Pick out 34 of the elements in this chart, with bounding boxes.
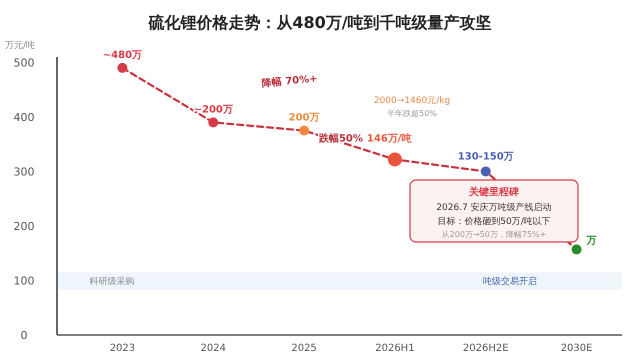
x-tick-label: 2024: [200, 343, 226, 354]
annotation: 吨级交易开启: [483, 276, 537, 288]
point: [117, 62, 128, 73]
annotation: 目标：价格砸到50万/吨以下: [437, 216, 551, 227]
annotation: 科研级采购: [90, 276, 134, 288]
y-tick-label: 500: [14, 56, 34, 70]
x-tick-label: 2026H1: [375, 343, 415, 354]
y-tick-label: 400: [14, 110, 34, 124]
point: [208, 117, 218, 128]
x-tick-label: 2025: [291, 343, 317, 354]
x-tick-label: 2026H2E: [462, 343, 509, 354]
annotation: 半年跌超50%: [387, 109, 438, 118]
annotation: 200万: [288, 112, 320, 124]
point: [572, 244, 582, 254]
annotation: 关键里程碑: [468, 186, 519, 198]
x-tick-label: 2030E: [560, 343, 592, 354]
annotation: 万: [586, 235, 597, 246]
annotation: ~480万: [102, 50, 142, 61]
y-tick-label: 100: [14, 274, 34, 288]
annotation: 2000→1460元/kg: [374, 95, 450, 106]
annotation: 从200万→50万，降幅75%+: [442, 230, 546, 239]
y-tick-label: 0: [20, 329, 28, 342]
point: [299, 126, 310, 136]
annotation: 130-150万: [458, 151, 514, 162]
y-tick-label: 200: [14, 220, 34, 233]
annotation: 降幅 70%+: [261, 72, 318, 90]
annotation: 2026.7 安庆万吨级产线启动: [436, 202, 552, 213]
annotation: 146万/吨: [366, 132, 412, 144]
y-axis-title: 万元/吨: [4, 40, 36, 51]
y-tick-label: 300: [14, 165, 34, 178]
x-tick-label: 2023: [110, 343, 136, 354]
annotation: ~200万: [194, 104, 233, 116]
point: [480, 166, 491, 176]
chart-title: 硫化锂价格走势：从480万/吨到千吨级量产攻坚: [147, 13, 492, 32]
